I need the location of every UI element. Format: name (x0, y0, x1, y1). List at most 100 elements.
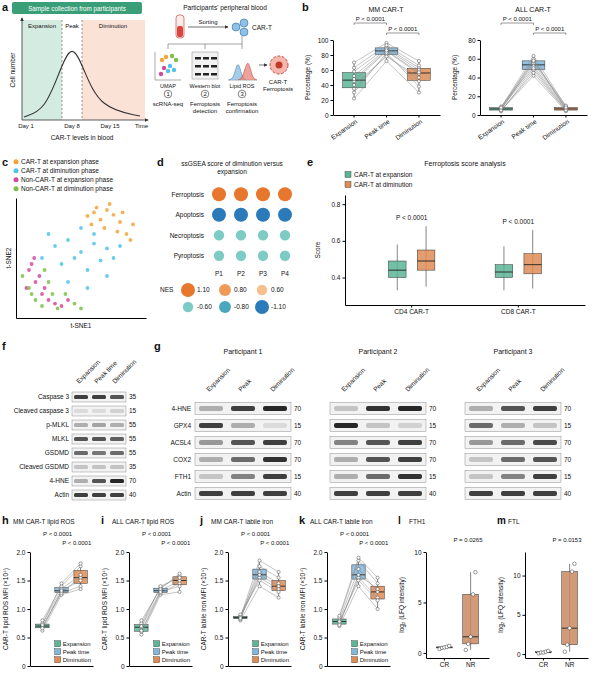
row-label: Actin (55, 491, 70, 498)
tick-label: 0 (220, 663, 224, 670)
banner (12, 2, 142, 14)
point (258, 559, 261, 562)
point (499, 106, 502, 109)
tick-mark (331, 55, 334, 56)
cell-icon (232, 23, 240, 31)
point (464, 648, 468, 652)
tick-label: 0 (22, 663, 26, 670)
mini-point (174, 58, 178, 62)
tick-label: 0 (418, 650, 422, 657)
day-label: Day 15 (100, 123, 120, 129)
p-value: P = 0.0265 (453, 537, 483, 543)
y-tick: 60 (468, 55, 480, 62)
point (40, 304, 44, 308)
band (92, 493, 106, 497)
band (199, 491, 223, 496)
tick-mark (331, 40, 334, 41)
column-label: P2 (237, 270, 245, 277)
point (417, 59, 420, 62)
legend-marker (219, 284, 231, 296)
y-tick: 0 (517, 651, 525, 658)
point (53, 302, 57, 306)
y-tick: 0.5 (313, 634, 327, 641)
paired-line (339, 558, 377, 616)
blot-frame (72, 462, 126, 472)
point (258, 585, 261, 588)
band (398, 457, 422, 462)
legend-label: CAR-T at expansion phase (21, 158, 99, 166)
tick-label: 1.5 (313, 577, 322, 584)
y-tick: 1.5 (313, 577, 327, 584)
point (385, 55, 388, 58)
point (563, 650, 567, 654)
kda-label: 15 (294, 473, 302, 480)
kda-label: 70 (294, 456, 302, 463)
legend-marker (14, 177, 19, 182)
point (532, 60, 535, 63)
blot-frame (195, 488, 291, 500)
tick-label: 20 (468, 93, 476, 100)
point (121, 211, 125, 215)
result-label: CAR-TFerroptosis (263, 79, 293, 92)
y-tick: 0 (121, 663, 129, 670)
mini-band (211, 73, 217, 76)
band (110, 493, 124, 497)
blot-frame (72, 476, 126, 486)
mini-band (203, 73, 209, 76)
phase-area (82, 20, 145, 120)
group-label: Participant 3 (494, 348, 533, 356)
kda-label: 15 (429, 422, 437, 429)
point (27, 268, 31, 272)
y-tick: 5 (418, 599, 426, 606)
band (231, 491, 255, 496)
band (110, 409, 124, 413)
paired-line (240, 566, 278, 619)
point (499, 105, 502, 108)
plot-area (212, 187, 292, 261)
kda-label: 40 (564, 490, 572, 497)
row-label: Actin (177, 490, 192, 497)
legend-swatch (55, 641, 61, 647)
y-axis-title: log₂ (LFQ intensity) (398, 577, 406, 633)
point (564, 110, 567, 113)
blot-frame (465, 403, 561, 415)
paired-box-chart: bMM CAR-TPercentage (%)020406080100Expan… (302, 1, 441, 142)
axis-line (22, 18, 23, 120)
point (568, 626, 572, 630)
legend-swatch (253, 649, 259, 655)
tick-label: 0.5 (214, 634, 223, 641)
paired-line (354, 61, 419, 99)
band (398, 474, 422, 479)
tick-mark (226, 666, 229, 667)
point (352, 61, 355, 64)
point (66, 298, 70, 302)
point (79, 579, 82, 582)
tick-label: Expansion (477, 117, 507, 141)
x-tick: NR (565, 658, 575, 668)
legend: ExpansionPeak timeDiminution (253, 641, 289, 663)
legend: CAR-T at expansion phaseCAR-T at diminut… (14, 158, 114, 193)
legend-label: Expansion (360, 641, 388, 647)
legend-label: 0.60 (271, 286, 284, 293)
tick-mark (424, 552, 427, 553)
axis-line (327, 553, 328, 667)
y-axis-title: Percentage (%) (451, 55, 459, 100)
paired-line (339, 575, 377, 625)
tick-label: 0 (472, 112, 476, 119)
mini-axis (155, 80, 181, 81)
mini-axis (155, 52, 156, 80)
x-tick: Diminution (541, 115, 570, 141)
point (79, 250, 83, 254)
legend-swatch (352, 657, 358, 663)
legend-label: Expansion (63, 641, 91, 647)
x-tick: CD4 CAR-T (394, 305, 429, 315)
blot-frame (72, 420, 126, 430)
point (21, 274, 25, 278)
x-axis: CRNR (427, 658, 490, 668)
band (74, 437, 88, 441)
tick-label: Diminution (394, 117, 423, 141)
legend: ExpansionPeak timeDiminution (55, 641, 91, 663)
legend-title: NES (160, 286, 174, 293)
paired-line (354, 45, 419, 68)
y-axis-title: Percentage (%) (304, 55, 312, 100)
